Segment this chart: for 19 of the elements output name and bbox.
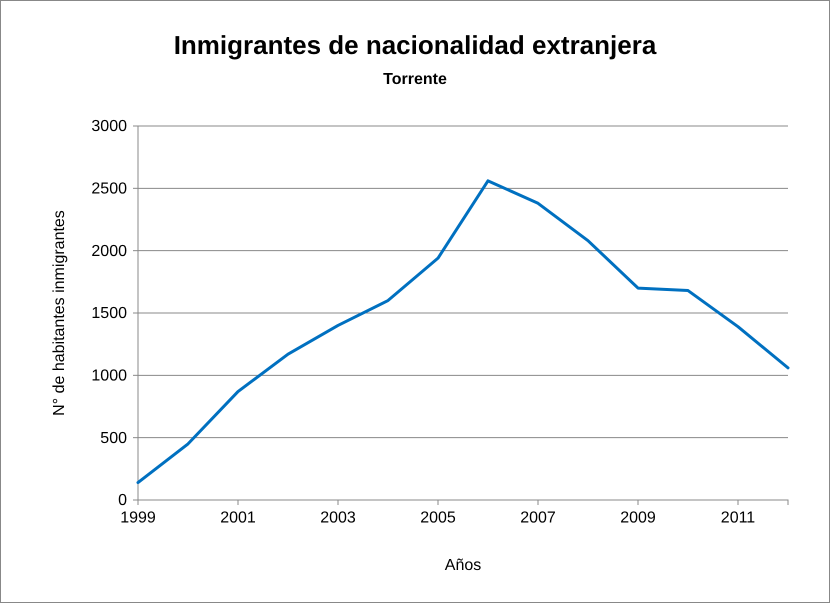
line-series bbox=[136, 179, 790, 484]
x-tick-label: 2007 bbox=[520, 509, 556, 526]
x-tick-label: 1999 bbox=[120, 509, 156, 526]
x-tick-label: 2003 bbox=[320, 509, 356, 526]
x-axis-title: Años bbox=[444, 557, 482, 574]
y-tick-label: 1500 bbox=[91, 305, 128, 322]
y-tick-label: 1000 bbox=[91, 367, 128, 384]
y-tick-label: 500 bbox=[100, 430, 128, 447]
y-tick-label: 0 bbox=[118, 492, 128, 510]
y-tick-label: 3000 bbox=[91, 118, 128, 136]
x-tick-label: 2011 bbox=[720, 509, 756, 526]
chart-title: Inmigrantes de nacionalidad extranjera bbox=[174, 30, 657, 60]
x-tick-label: 2009 bbox=[620, 509, 656, 526]
y-tick-label: 2500 bbox=[91, 180, 128, 198]
y-axis-title: N° de habitantes inmigrantes bbox=[51, 210, 68, 416]
x-tick-label: 2001 bbox=[220, 509, 256, 526]
x-tick-label: 2005 bbox=[420, 509, 456, 526]
chart-subtitle: Torrente bbox=[383, 71, 447, 88]
y-tick-label: 2000 bbox=[91, 242, 128, 260]
